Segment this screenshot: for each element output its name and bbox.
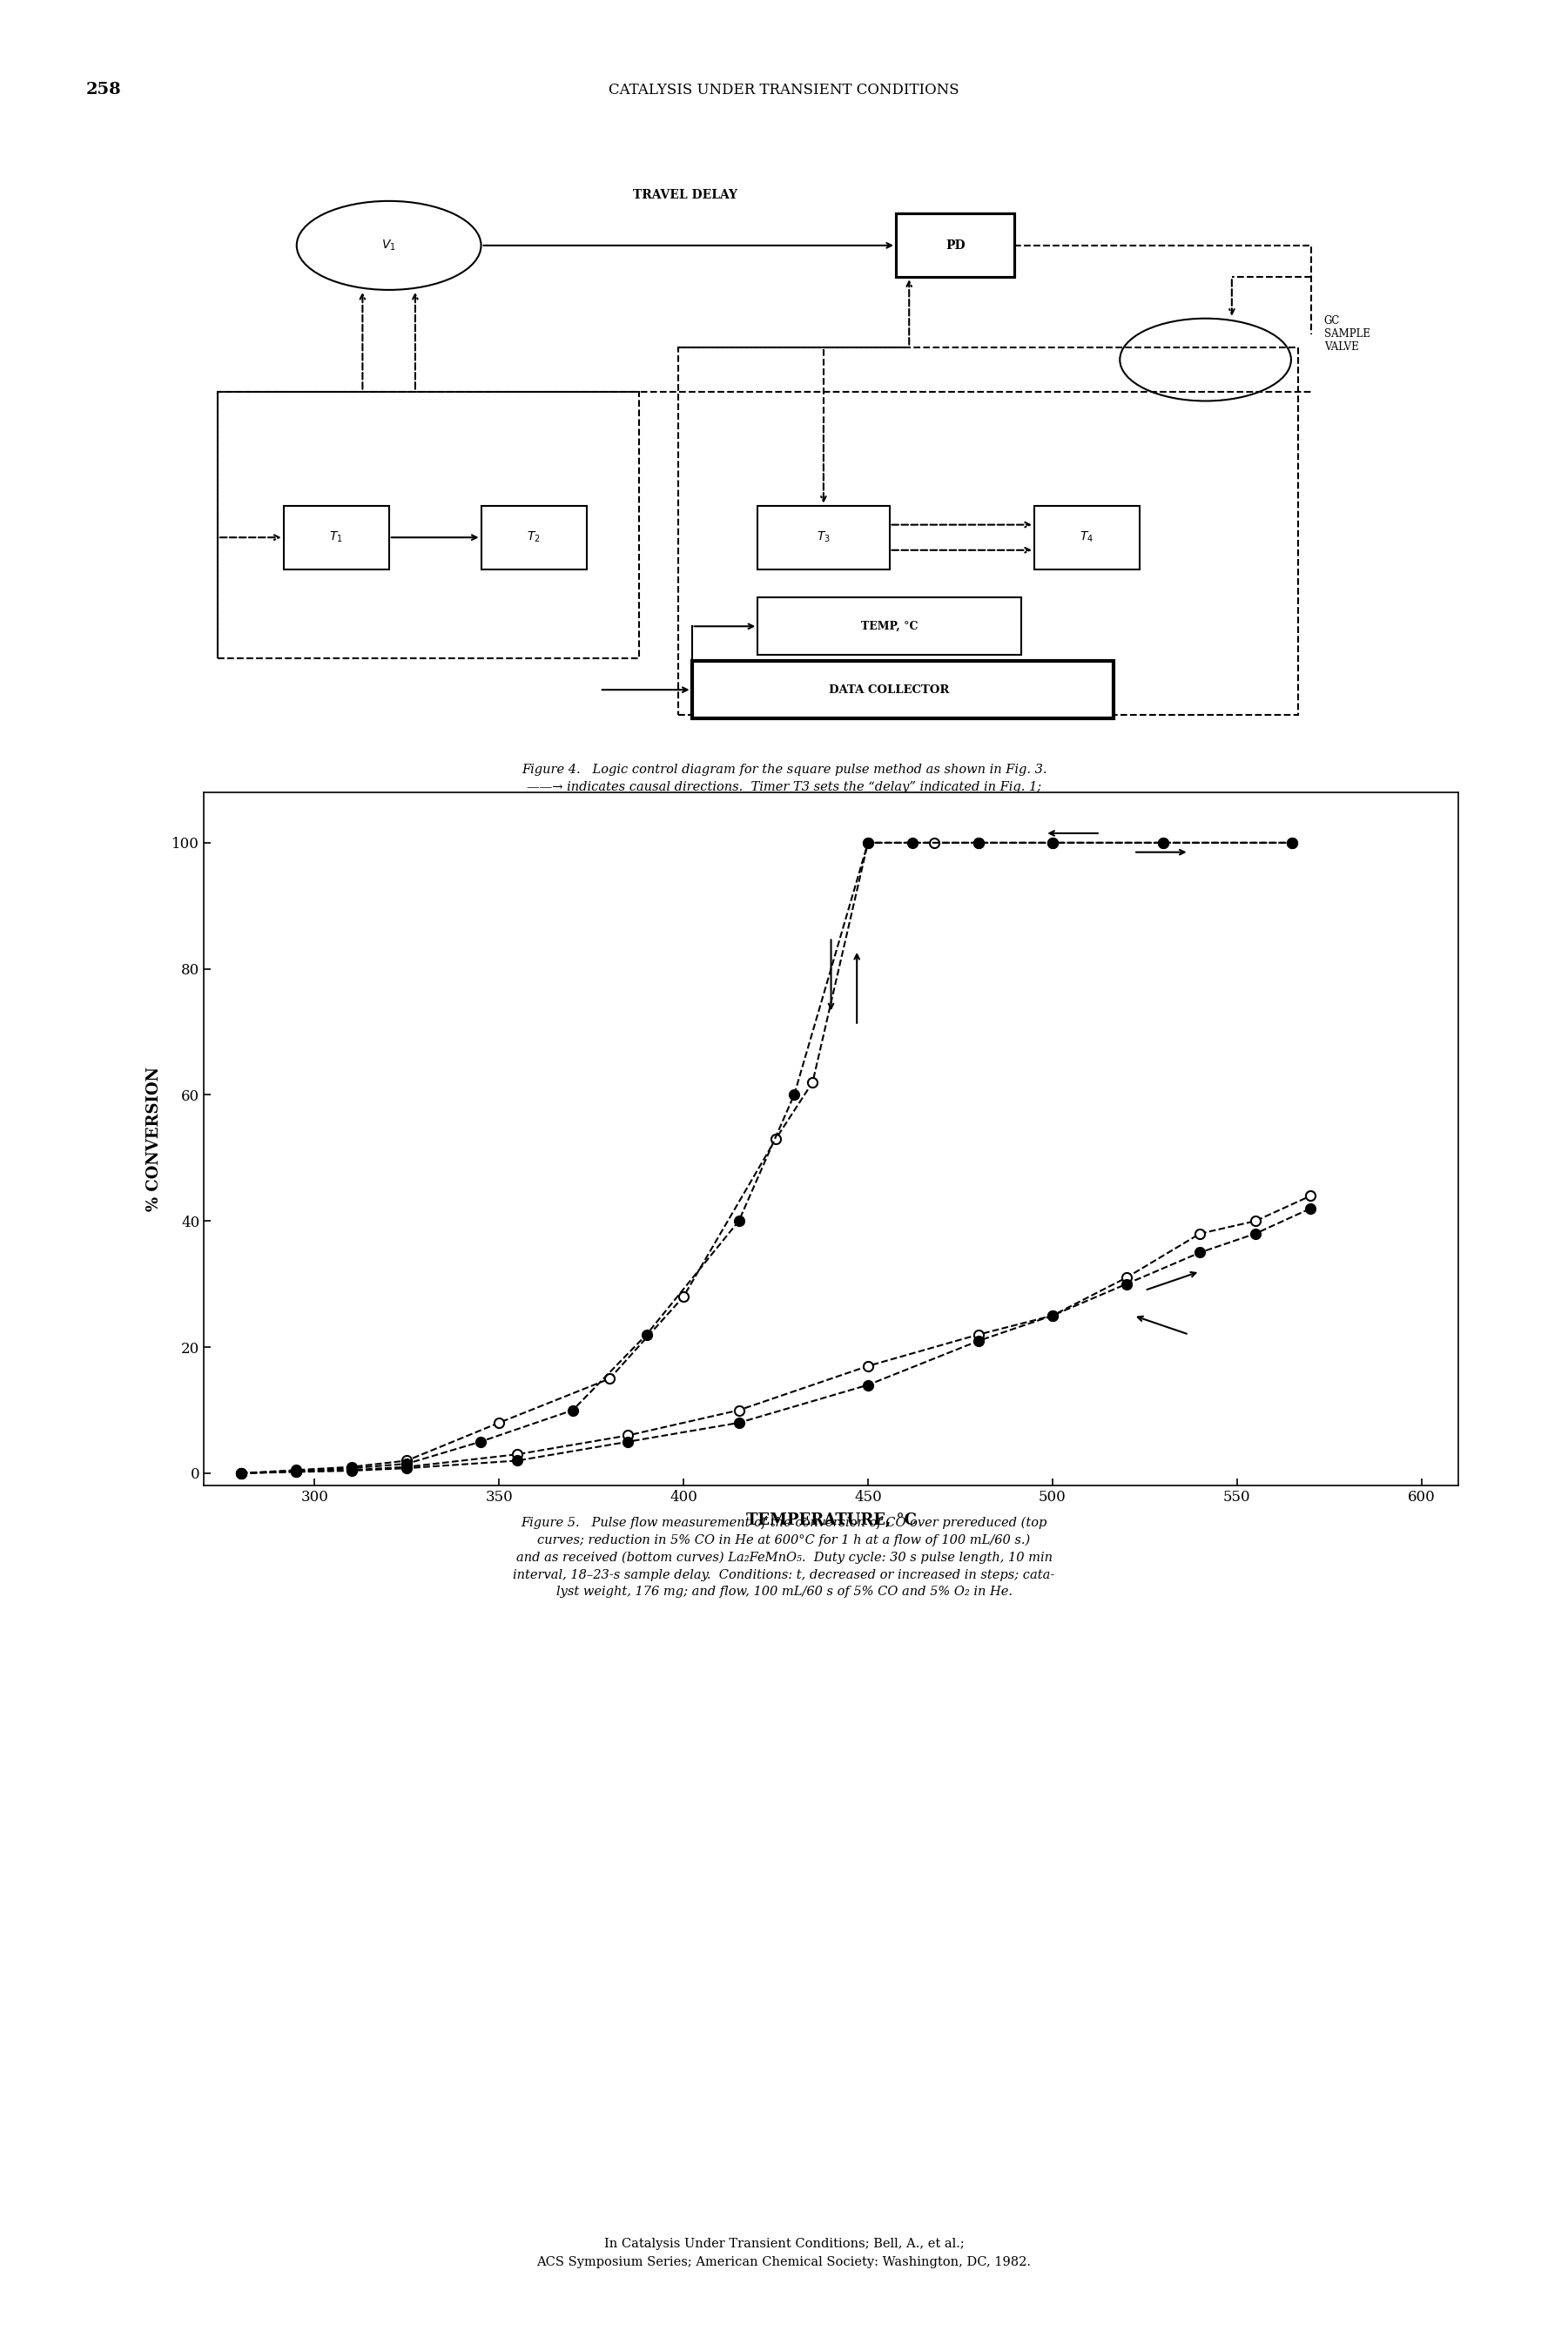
Text: $T_4$: $T_4$: [1080, 531, 1094, 545]
Bar: [757, 505, 889, 569]
Text: $V_1$: $V_1$: [381, 237, 397, 252]
Text: Figure 5.   Pulse flow measurement of the conversion of CO over prereduced (top
: Figure 5. Pulse flow measurement of the …: [513, 1516, 1055, 1599]
X-axis label: TEMPERATURE, °C: TEMPERATURE, °C: [746, 1512, 916, 1528]
Text: CATALYSIS UNDER TRANSIENT CONDITIONS: CATALYSIS UNDER TRANSIENT CONDITIONS: [608, 82, 960, 96]
Text: $T_3$: $T_3$: [817, 531, 831, 545]
Text: $T_2$: $T_2$: [527, 531, 541, 545]
Text: Figure 4.   Logic control diagram for the square pulse method as shown in Fig. 3: Figure 4. Logic control diagram for the …: [521, 764, 1047, 828]
Text: 258: 258: [86, 82, 122, 99]
Text: $T_1$: $T_1$: [329, 531, 343, 545]
Bar: [1035, 505, 1140, 569]
Bar: [757, 597, 1021, 656]
Text: GC
SAMPLE
VALVE: GC SAMPLE VALVE: [1323, 315, 1370, 353]
Text: DATA COLLECTOR: DATA COLLECTOR: [829, 684, 950, 696]
Bar: [481, 505, 586, 569]
Bar: [895, 214, 1014, 277]
Bar: [691, 661, 1113, 719]
Text: In Catalysis Under Transient Conditions; Bell, A., et al.;
ACS Symposium Series;: In Catalysis Under Transient Conditions;…: [536, 2238, 1032, 2269]
Text: PD: PD: [946, 240, 964, 252]
Bar: [284, 505, 389, 569]
Text: TRAVEL DELAY: TRAVEL DELAY: [633, 188, 737, 200]
Text: TEMP, °C: TEMP, °C: [861, 621, 917, 632]
Y-axis label: % CONVERSION: % CONVERSION: [146, 1067, 162, 1211]
